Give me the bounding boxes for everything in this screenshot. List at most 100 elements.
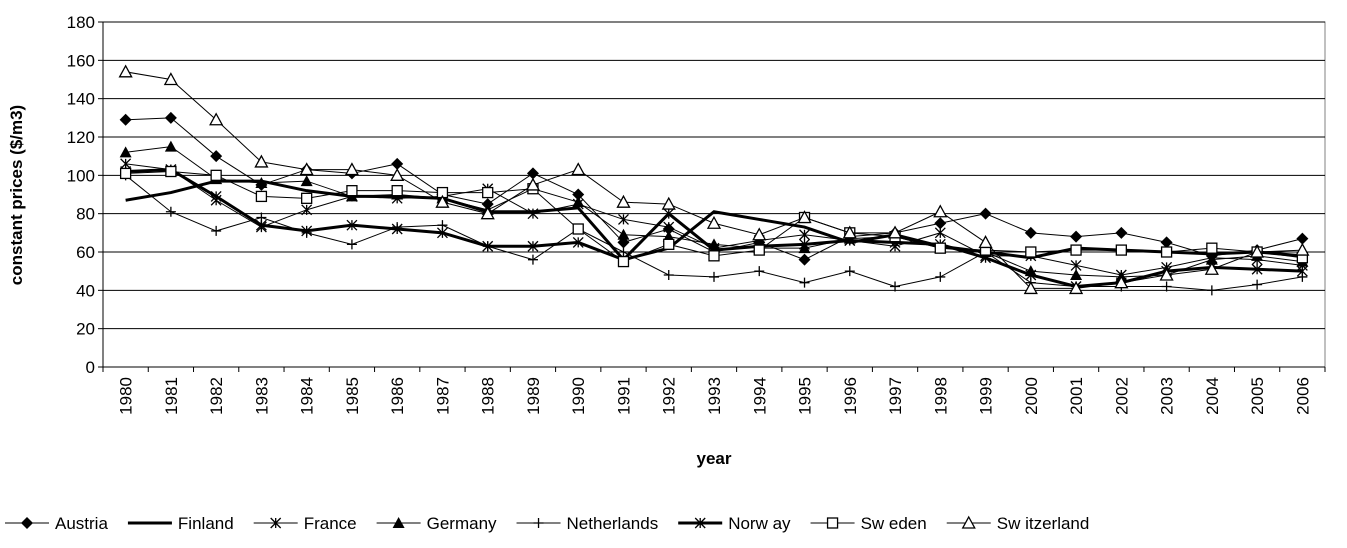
marker: [1025, 246, 1037, 258]
legend-item: Norw ay: [678, 514, 791, 533]
marker: [392, 517, 405, 528]
marker: [572, 188, 585, 201]
marker: [571, 162, 586, 176]
marker: [299, 162, 314, 176]
marker: [616, 194, 631, 208]
marker: [482, 186, 494, 199]
x-tick-label: 1987: [433, 377, 452, 415]
y-tick-label: 20: [76, 320, 95, 339]
marker: [799, 229, 810, 241]
x-tick-label: 2000: [1022, 377, 1041, 415]
marker: [752, 227, 767, 241]
marker: [301, 225, 313, 237]
x-tick-label: 2005: [1248, 377, 1267, 415]
marker: [119, 113, 132, 126]
marker: [119, 167, 132, 180]
marker: [1160, 236, 1173, 249]
marker: [300, 175, 313, 187]
x-tick-label: 2001: [1067, 377, 1086, 415]
marker: [694, 517, 706, 529]
marker: [301, 204, 313, 216]
x-tick-label: 1992: [660, 377, 679, 415]
x-tick-label: 1996: [841, 377, 860, 415]
marker: [572, 196, 585, 208]
x-tick-label: 1999: [977, 377, 996, 415]
y-tick-label: 140: [67, 90, 95, 109]
marker: [526, 167, 539, 180]
x-tick-label: 1986: [388, 377, 407, 415]
marker: [1250, 244, 1265, 258]
x-tick-label: 2004: [1203, 377, 1222, 415]
x-tick-label: 2006: [1293, 377, 1312, 415]
marker: [435, 194, 450, 208]
x-tick-label: 1980: [117, 377, 136, 415]
legend-item: Sw eden: [810, 514, 927, 533]
y-tick-label: 180: [67, 13, 95, 32]
series: [119, 165, 1309, 268]
marker: [709, 271, 719, 282]
marker: [799, 277, 810, 288]
x-tick-label: 1982: [207, 377, 226, 415]
legend-item: Germany: [376, 514, 497, 533]
marker: [482, 240, 494, 252]
marker: [390, 167, 405, 181]
marker: [661, 196, 676, 210]
marker: [391, 185, 403, 197]
y-axis-title: constant prices ($/m3): [7, 105, 26, 285]
marker: [527, 208, 539, 220]
marker: [1296, 232, 1309, 245]
plot-area: [102, 21, 1326, 368]
marker: [527, 254, 538, 265]
marker: [754, 266, 765, 277]
marker: [1252, 279, 1263, 290]
marker: [935, 271, 946, 282]
marker: [1070, 230, 1083, 243]
x-tick-label: 1984: [298, 377, 317, 415]
marker: [527, 240, 539, 252]
y-tick-label: 60: [76, 243, 95, 262]
marker: [1159, 267, 1174, 281]
legend-label: Norw ay: [728, 514, 791, 533]
x-tick-label: 1995: [796, 377, 815, 415]
marker: [255, 190, 268, 203]
marker: [270, 517, 282, 529]
marker: [1206, 242, 1218, 254]
marker: [118, 64, 133, 78]
marker: [301, 192, 313, 204]
x-tick-label: 1994: [750, 377, 769, 415]
marker: [934, 227, 946, 239]
marker: [391, 223, 403, 235]
marker: [933, 204, 948, 218]
marker: [1070, 269, 1083, 280]
series-line: [125, 179, 1303, 262]
x-tick-label: 1983: [252, 377, 271, 415]
marker: [1115, 244, 1127, 256]
legend-label: Netherlands: [567, 514, 659, 533]
marker: [255, 177, 268, 188]
x-tick-label: 1990: [569, 377, 588, 415]
y-tick-label: 120: [67, 128, 95, 147]
x-tick-label: 1991: [614, 377, 633, 415]
marker: [480, 206, 495, 220]
x-tick-label: 1989: [524, 377, 543, 415]
legend-item: Austria: [5, 514, 108, 533]
marker: [979, 207, 992, 220]
y-tick-label: 160: [67, 51, 95, 70]
x-tick-label: 1997: [886, 377, 905, 415]
x-tick-label: 2002: [1112, 377, 1131, 415]
marker: [1115, 226, 1128, 239]
marker: [1251, 263, 1263, 275]
marker: [753, 244, 765, 256]
x-tick-label: 1998: [931, 377, 950, 415]
marker: [663, 208, 675, 220]
marker: [346, 219, 358, 231]
legend-label: Finland: [178, 514, 234, 533]
marker: [978, 235, 993, 249]
marker: [210, 190, 222, 202]
marker: [209, 112, 224, 126]
marker: [1068, 281, 1084, 295]
marker: [618, 213, 629, 225]
marker: [525, 177, 541, 191]
series: [125, 179, 1303, 262]
marker: [708, 250, 720, 262]
